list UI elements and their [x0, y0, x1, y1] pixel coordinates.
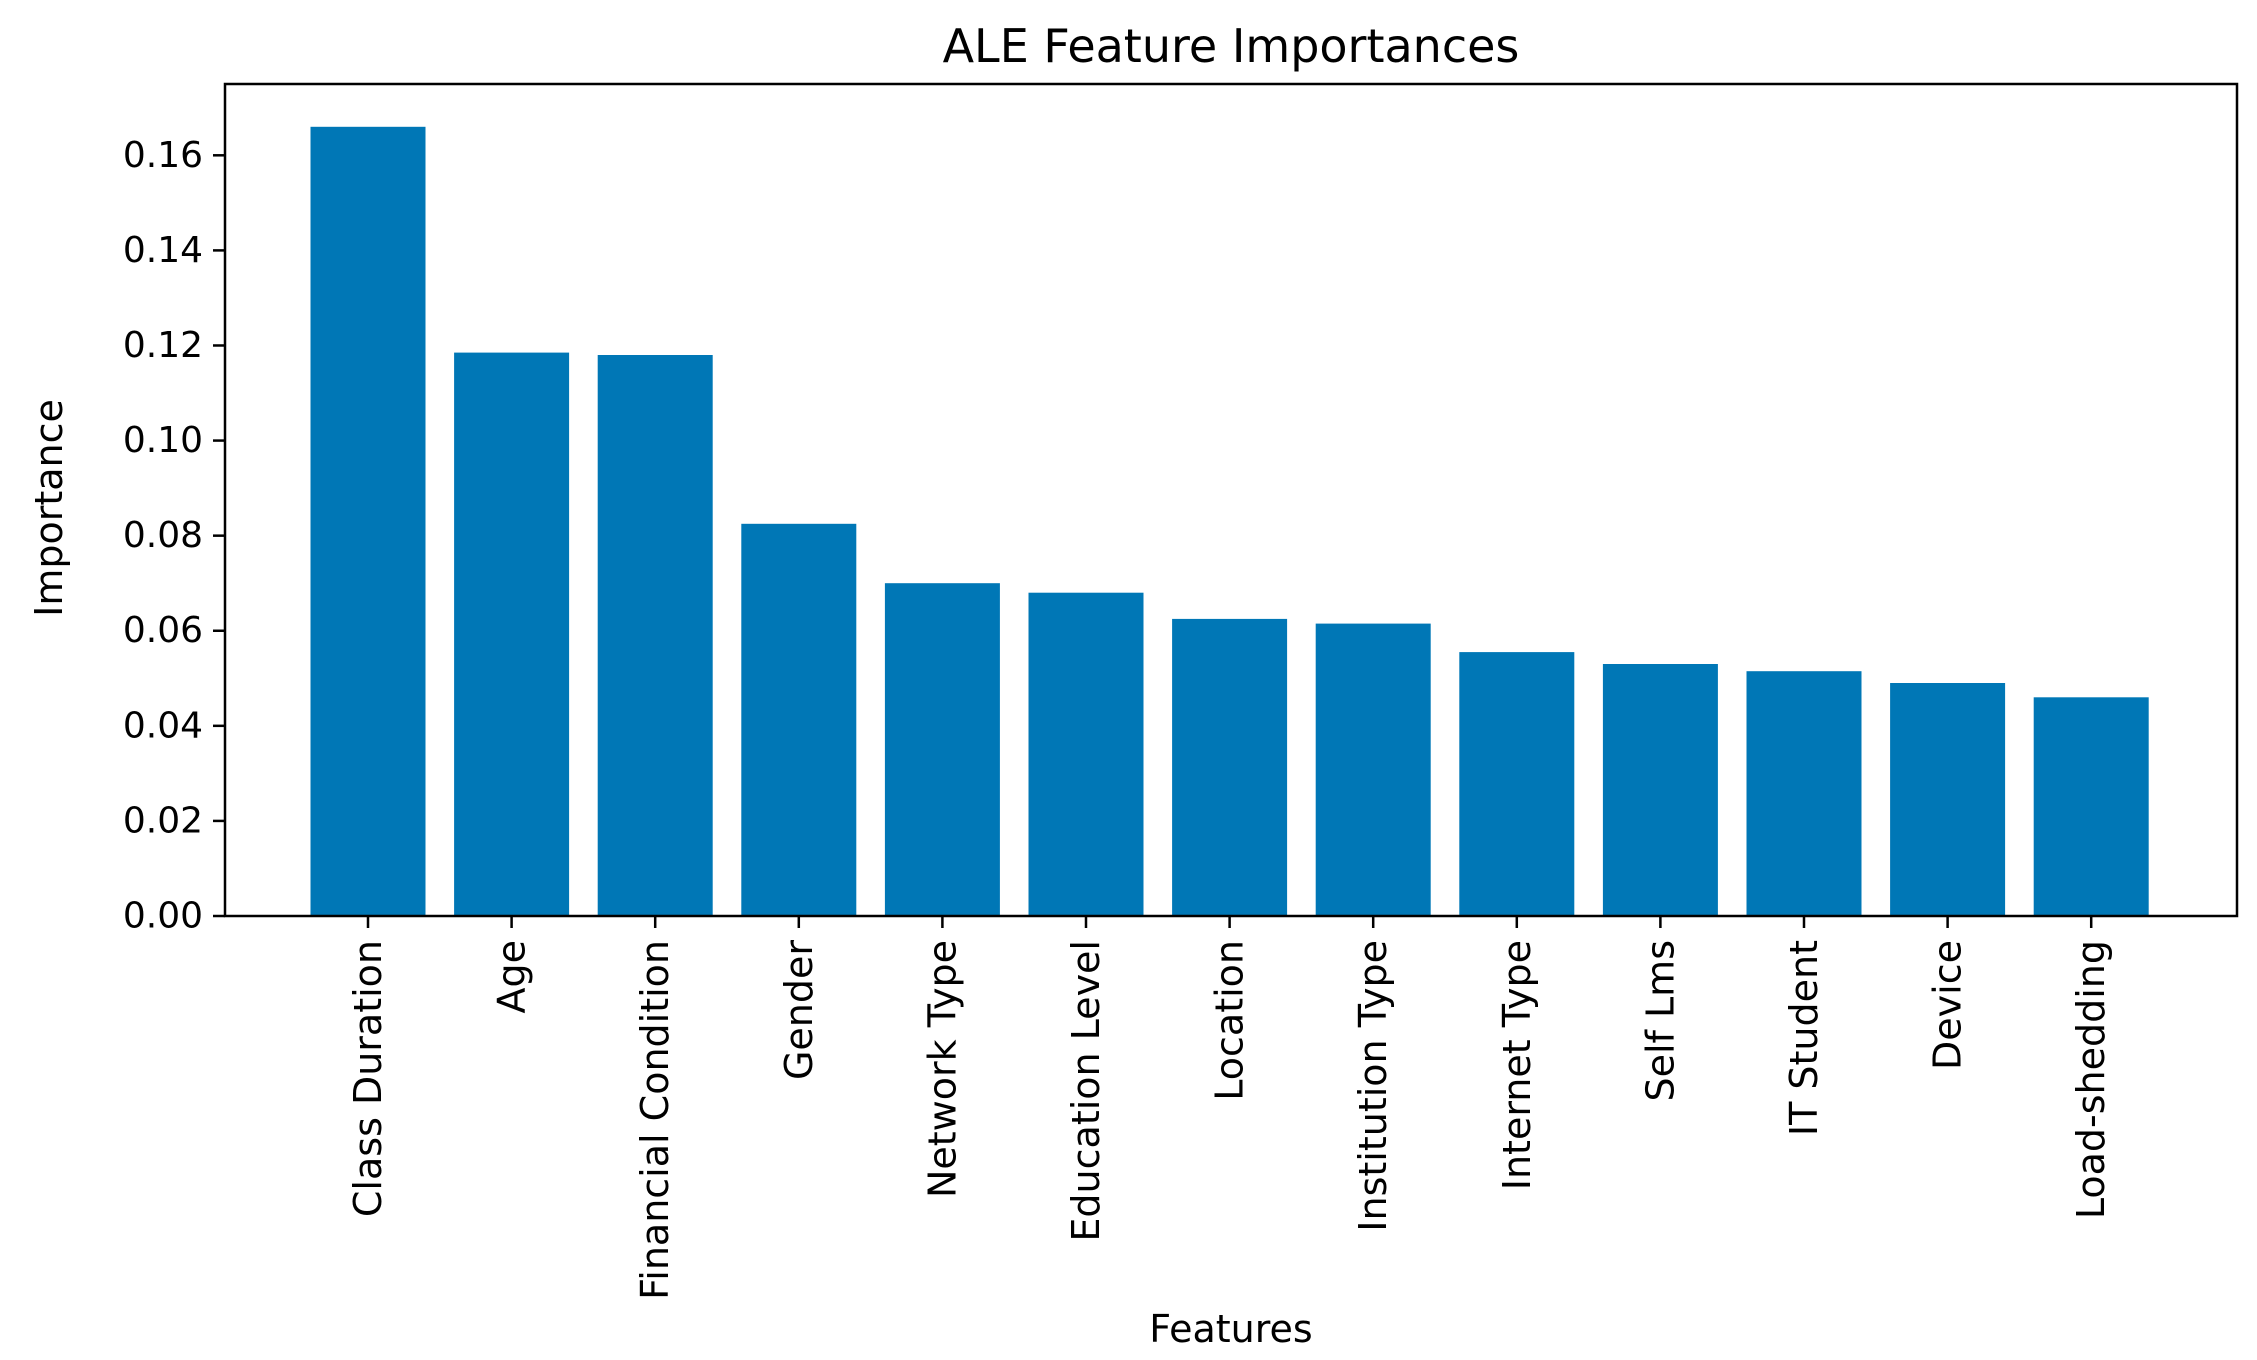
x-tick-label: Load-shedding [2069, 940, 2113, 1219]
bar-it-student [1746, 671, 1862, 916]
bar-age [454, 352, 570, 917]
x-tick-label: Internet Type [1495, 940, 1539, 1190]
y-tick-label: 0.04 [123, 705, 203, 746]
plot-frame [223, 82, 2239, 918]
x-tick-label: Education Level [1064, 940, 1108, 1242]
x-axis: Class Duration Age Financial Condition Gend… [346, 916, 2113, 1300]
bar-internet-type [1459, 652, 1575, 916]
bar-institution-type [1315, 623, 1431, 916]
x-tick-label: Network Type [920, 940, 964, 1198]
bar-self-lms [1602, 664, 1718, 916]
x-tick-label: Self Lms [1638, 940, 1682, 1102]
x-tick-label: Class Duration [346, 940, 390, 1217]
bar-load-shedding [2033, 697, 2149, 916]
bar-location [1172, 618, 1288, 916]
y-tick-label: 0.00 [123, 896, 203, 937]
bar-education-level [1028, 592, 1144, 916]
y-axis-label: Importance [27, 399, 71, 617]
y-tick-label: 0.06 [123, 610, 203, 651]
y-tick-label: 0.02 [123, 800, 203, 841]
y-tick-label: 0.10 [123, 420, 203, 461]
y-tick-label: 0.14 [123, 230, 203, 271]
bar-gender [741, 523, 857, 916]
y-axis: 0.00 0.02 0.04 0.06 0.08 0.10 0.12 0.14 0.16 [123, 135, 225, 937]
bars-layer [310, 126, 2149, 917]
x-tick-label: Gender [777, 940, 821, 1080]
x-tick-label: Institution Type [1351, 940, 1395, 1232]
x-tick-label: IT Student [1782, 940, 1826, 1136]
bar-network-type [884, 583, 1000, 916]
y-tick-label: 0.08 [123, 515, 203, 556]
y-tick-label: 0.16 [123, 135, 203, 176]
x-tick-label: Location [1208, 940, 1252, 1101]
x-tick-label: Age [490, 940, 534, 1014]
bar-device [1890, 683, 2006, 916]
y-tick-label: 0.12 [123, 325, 203, 366]
bar-financial-condition [597, 355, 713, 916]
chart-title: ALE Feature Importances [943, 19, 1520, 73]
x-axis-label: Features [1149, 1307, 1312, 1351]
bar-class-duration [310, 126, 426, 917]
x-tick-label: Device [1926, 940, 1970, 1070]
x-tick-label: Financial Condition [633, 940, 677, 1300]
